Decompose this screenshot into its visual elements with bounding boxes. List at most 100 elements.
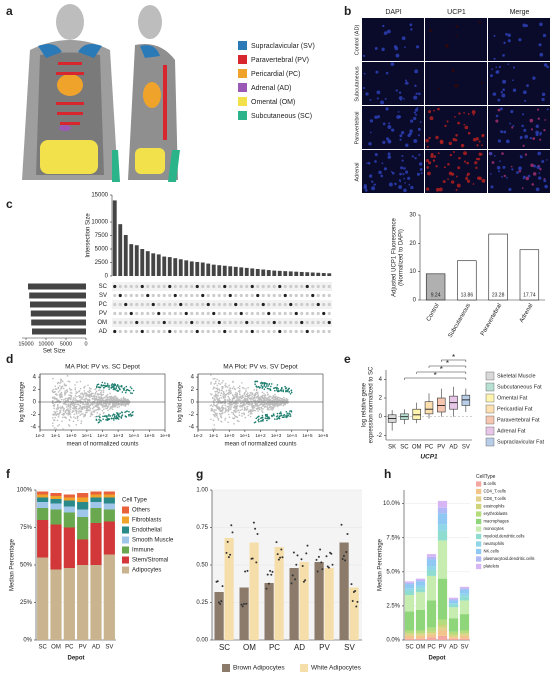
- decor-point: [216, 580, 219, 583]
- decor-point: [63, 384, 66, 386]
- nucleus: [381, 162, 384, 165]
- nucleus: [543, 179, 547, 183]
- decor-point: [212, 410, 215, 412]
- nucleus: [525, 176, 530, 181]
- bar: [118, 224, 123, 276]
- decor-point: [78, 407, 81, 410]
- nucleus: [539, 22, 543, 27]
- decor-point: [227, 395, 229, 398]
- decor-point: [80, 406, 83, 409]
- legend-swatch: [485, 382, 495, 392]
- decor-point: [61, 413, 64, 416]
- matrix-dot: [201, 293, 205, 298]
- x-tick-label: AD: [92, 645, 101, 651]
- decor-point: [278, 404, 281, 406]
- decor-point: [224, 407, 227, 410]
- decor-point: [244, 407, 246, 409]
- nucleus: [430, 154, 434, 158]
- decor-point: [220, 416, 223, 419]
- decor-point: [224, 396, 226, 399]
- decor-point: [104, 399, 106, 402]
- bar: [244, 267, 249, 276]
- matrix-dot: [327, 284, 331, 289]
- nucleus: [403, 188, 407, 193]
- decor-point: [67, 380, 70, 383]
- nucleus: [428, 136, 431, 140]
- nucleus: [416, 172, 420, 176]
- y-tick-label: 0.50: [196, 563, 208, 569]
- nucleus: [455, 25, 459, 28]
- decor-point: [69, 415, 72, 418]
- decor-point: [325, 555, 328, 558]
- matrix-dot: [162, 284, 166, 289]
- decor-point: [216, 384, 219, 387]
- decor-point: [89, 407, 92, 410]
- bar: [167, 257, 172, 276]
- decor-point: [98, 408, 101, 411]
- decor-point: [233, 402, 236, 405]
- decor-point: [121, 391, 124, 393]
- decor-point: [221, 409, 224, 412]
- decor-point: [66, 397, 69, 400]
- decor-point: [99, 413, 101, 416]
- decor-point: [241, 386, 244, 389]
- decor-point: [108, 418, 111, 420]
- y-tick-label: 2: [191, 387, 195, 393]
- decor-point: [248, 410, 250, 413]
- bar-segment: [459, 600, 470, 615]
- nucleus: [374, 153, 378, 157]
- legend-swatch: [122, 546, 129, 554]
- nucleus: [419, 121, 422, 123]
- nucleus: [449, 153, 453, 157]
- decor-point: [60, 386, 63, 388]
- legend-label: White Adipocytes: [311, 665, 362, 672]
- decor-point: [259, 386, 261, 389]
- matrix-dot: [157, 320, 161, 325]
- decor-point: [227, 407, 230, 410]
- nucleus: [383, 31, 388, 35]
- decor-point: [81, 392, 83, 394]
- legend-label: neutrophils: [484, 541, 505, 546]
- legend-swatch: [238, 111, 247, 120]
- decor-point: [272, 395, 275, 397]
- decor-point: [276, 384, 279, 386]
- nucleus: [380, 100, 385, 105]
- matrix-dot: [272, 284, 276, 289]
- decor-point: [113, 417, 116, 419]
- annotation: *: [452, 353, 455, 362]
- column-header: Merge: [510, 9, 530, 16]
- decor-point: [83, 406, 85, 409]
- decor-point: [221, 412, 224, 414]
- decor-point: [123, 388, 125, 391]
- bar-segment: [77, 539, 89, 565]
- decor-point: [210, 418, 212, 421]
- decor-point: [91, 398, 94, 400]
- matrix-dot: [250, 293, 254, 298]
- decor-point: [266, 413, 268, 416]
- legend-label: macrophages: [484, 519, 509, 524]
- decor-point: [279, 556, 282, 559]
- matrix-dot: [113, 284, 117, 289]
- legend-swatch: [476, 481, 482, 487]
- y-tick-label: -4: [31, 424, 37, 430]
- decor-point: [120, 411, 123, 413]
- x-tick-label: 1e+4: [287, 433, 298, 438]
- nucleus: [501, 93, 506, 98]
- decor-point: [272, 398, 275, 401]
- matrix-dot: [129, 320, 133, 325]
- decor-point: [127, 414, 130, 416]
- nucleus: [463, 112, 465, 114]
- decor-point: [244, 416, 247, 419]
- nucleus: [538, 172, 541, 174]
- decor-point: [122, 403, 124, 406]
- decor-point: [95, 418, 98, 421]
- nucleus: [516, 171, 519, 174]
- matrix-dot: [305, 320, 309, 325]
- y-axis-title: (Normalized to DAPI): [399, 229, 405, 286]
- decor-point: [237, 402, 239, 405]
- decor-point: [238, 392, 241, 394]
- decor-point: [246, 392, 249, 394]
- decor-point: [82, 394, 85, 397]
- matrix-dot: [146, 320, 150, 325]
- decor-point: [270, 385, 272, 388]
